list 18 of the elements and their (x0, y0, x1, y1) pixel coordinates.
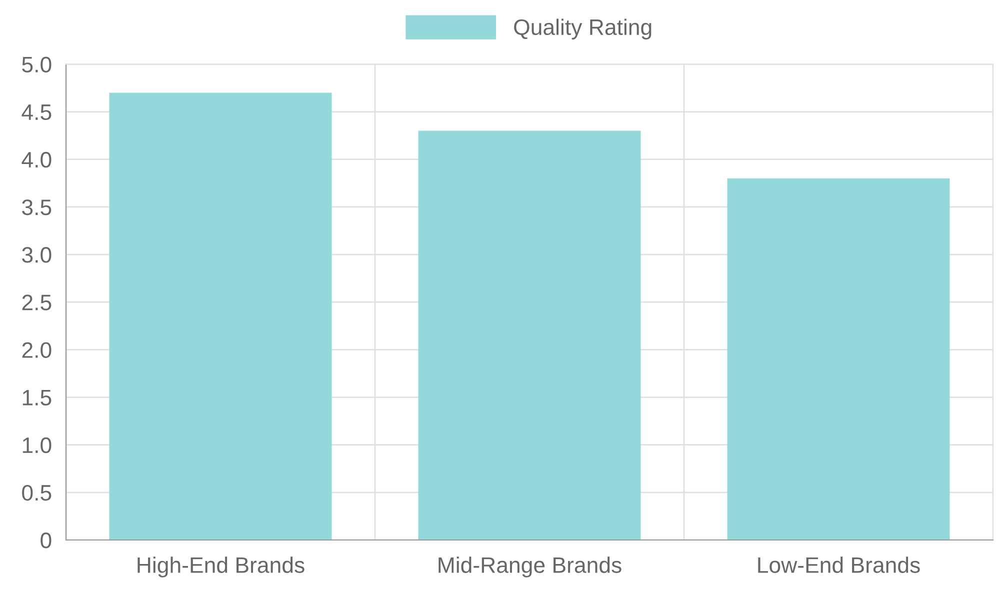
x-tick-label: Mid-Range Brands (438, 556, 622, 578)
y-tick-label: 5.0 (22, 56, 52, 72)
x-tick-label: Low-End Brands (758, 556, 920, 573)
bar (109, 92, 332, 540)
y-tick-label: 3.0 (22, 247, 52, 263)
x-tick-label: High-End Brands (138, 556, 304, 578)
legend-label: Quality Rating (514, 18, 652, 40)
y-tick-label: 4.5 (22, 104, 52, 120)
bar (727, 178, 950, 540)
y-tick-label: 0.5 (22, 484, 52, 501)
y-tick-label: 1.5 (22, 390, 52, 406)
y-tick-label: 0 (40, 532, 52, 548)
y-tick-label: 4.0 (22, 152, 52, 168)
bar (418, 130, 641, 540)
y-tick-label: 3.5 (22, 199, 52, 216)
y-tick-label: 1.0 (22, 437, 52, 454)
y-tick-label: 2.5 (22, 294, 52, 310)
y-tick-label: 2.0 (22, 342, 52, 358)
